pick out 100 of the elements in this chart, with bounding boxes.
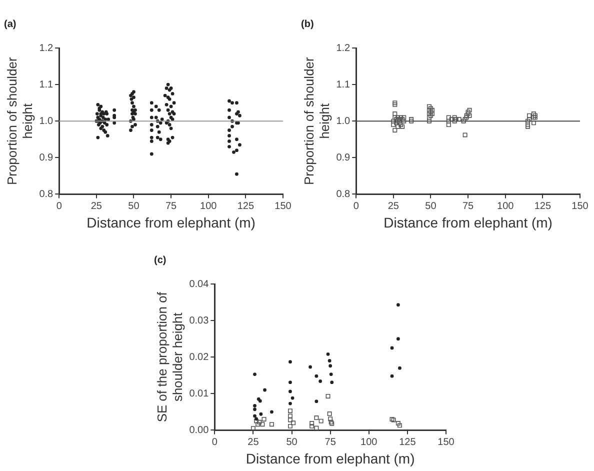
point	[464, 115, 469, 120]
point	[330, 380, 334, 384]
point	[396, 303, 400, 307]
x-axis-title: Distance from elephant (m)	[246, 450, 415, 466]
x-tick-label: 25	[90, 200, 102, 212]
x-tick-label: 0	[212, 436, 218, 448]
x-tick-label: 0	[353, 200, 360, 212]
x-tick-label: 75	[462, 200, 474, 212]
point	[308, 365, 312, 369]
y-axis-title: SE of the proportion of shoulder height	[154, 292, 185, 422]
point	[326, 394, 330, 398]
point	[253, 414, 256, 418]
x-tick-label: 75	[324, 436, 336, 448]
point	[391, 122, 396, 127]
point	[254, 417, 258, 421]
point	[291, 420, 296, 426]
x-tick-label: 100	[200, 200, 218, 212]
point	[526, 124, 530, 129]
point	[527, 113, 532, 118]
point	[398, 115, 404, 120]
x-axis-title: Distance from elephant (m)	[384, 214, 552, 230]
x-tick-label: 125	[399, 436, 416, 448]
x-tick-label: 125	[237, 200, 254, 212]
y-axis-title: Proportion of shoulder height	[4, 56, 35, 186]
y-tick-label: 0.9	[39, 152, 54, 164]
point	[259, 412, 263, 416]
point	[314, 416, 319, 420]
point	[270, 410, 274, 414]
y-tick-label: 0.04	[189, 278, 210, 290]
x-tick-label: 100	[360, 436, 378, 448]
point	[392, 128, 398, 132]
point	[427, 104, 432, 109]
chart-title: (a)	[4, 18, 16, 30]
x-tick-label: 125	[534, 200, 552, 212]
point	[446, 115, 451, 120]
point	[402, 115, 406, 120]
x-tick-label: 100	[497, 200, 514, 212]
point	[254, 418, 259, 424]
chart-title: (c)	[154, 254, 166, 266]
y-tick-label: 1.0	[336, 116, 351, 127]
x-tick-label: 150	[438, 436, 455, 448]
y-tick-label: 1.1	[39, 79, 54, 90]
x-tick-label: 25	[248, 436, 260, 448]
point	[329, 372, 333, 376]
point	[253, 372, 256, 376]
x-tick-label: 150	[274, 200, 292, 212]
point	[288, 360, 292, 364]
y-tick-label: 1.0	[39, 116, 54, 127]
y-axis-title: Proportion of shoulder height	[301, 56, 332, 186]
point	[290, 396, 294, 400]
y-tick-label: 0.8	[336, 188, 351, 200]
point	[250, 426, 256, 430]
point	[427, 118, 432, 124]
point	[288, 380, 292, 384]
point	[328, 359, 332, 362]
chart-title: (b)	[301, 18, 314, 30]
point	[400, 124, 405, 129]
point	[398, 366, 402, 370]
point	[390, 374, 394, 378]
point	[262, 416, 266, 422]
point	[396, 337, 400, 341]
point	[310, 421, 314, 426]
point	[253, 404, 256, 408]
point	[318, 418, 324, 424]
y-tick-label: 0.9	[336, 152, 351, 164]
point	[288, 408, 292, 414]
point	[396, 124, 400, 129]
point	[328, 416, 333, 422]
y-tick-label: 0.01	[189, 388, 210, 400]
point	[462, 132, 468, 138]
point	[398, 122, 404, 127]
point	[396, 421, 400, 426]
point	[256, 422, 260, 427]
point	[269, 422, 274, 427]
x-tick-label: 0	[56, 200, 62, 212]
point	[288, 390, 292, 394]
point	[452, 115, 457, 120]
point	[257, 420, 262, 424]
point	[326, 352, 330, 356]
y-tick-label: 0.00	[189, 424, 210, 436]
point	[397, 423, 402, 428]
y-tick-label: 1.2	[336, 42, 351, 54]
point	[288, 424, 292, 428]
point	[392, 112, 398, 116]
point	[314, 374, 318, 378]
point	[396, 115, 400, 120]
point	[288, 418, 292, 422]
point	[327, 412, 332, 416]
point	[531, 120, 536, 126]
point	[288, 414, 292, 418]
point	[260, 422, 265, 427]
x-tick-label: 50	[425, 200, 437, 212]
y-tick-label: 1.1	[336, 79, 351, 90]
point	[288, 402, 292, 406]
point	[446, 122, 451, 127]
point	[466, 110, 470, 114]
x-tick-label: 25	[388, 200, 400, 212]
x-tick-label: 50	[128, 200, 140, 212]
y-tick-label: 0.03	[189, 315, 210, 326]
x-tick-label: 75	[165, 200, 178, 212]
